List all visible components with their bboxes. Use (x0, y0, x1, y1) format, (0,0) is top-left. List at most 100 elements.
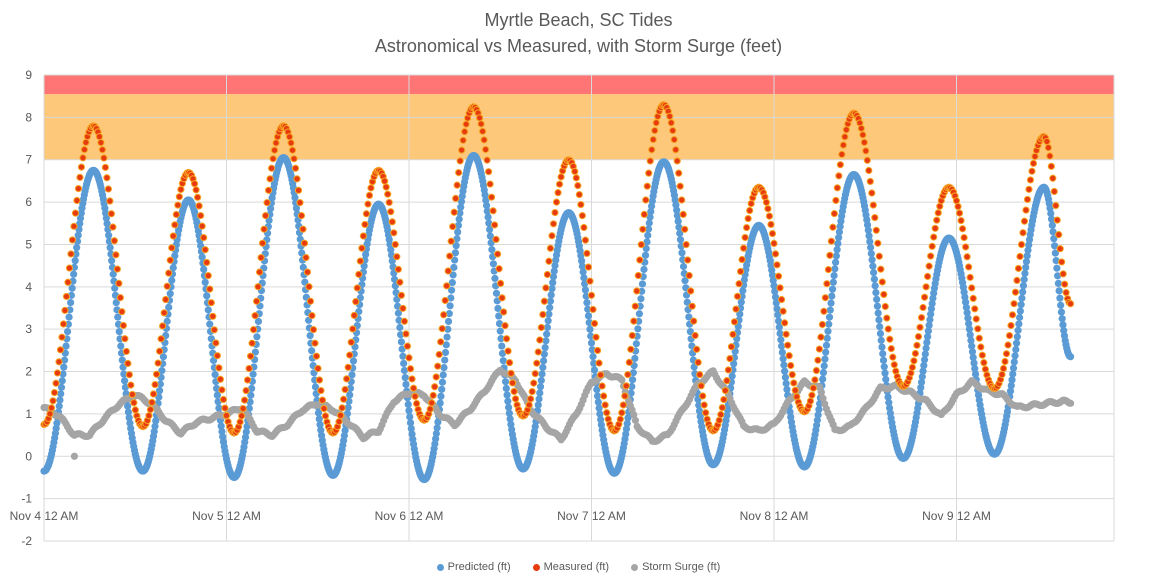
measured-point (782, 330, 790, 338)
measured-point (694, 358, 702, 366)
measured-point (112, 251, 120, 259)
measured-point (1007, 321, 1015, 330)
measured-point (444, 267, 452, 275)
predicted-point (207, 335, 215, 343)
measured-point (571, 167, 579, 176)
predicted-point (590, 366, 599, 374)
predicted-point (822, 341, 831, 349)
predicted-point (121, 383, 129, 391)
predicted-point (593, 386, 601, 394)
measured-point (968, 284, 976, 292)
predicted-point (866, 243, 875, 252)
predicted-point (813, 416, 821, 424)
predicted-point (820, 362, 828, 370)
measured-point (601, 401, 609, 409)
measured-point (215, 364, 223, 372)
measured-point (859, 131, 867, 139)
predicted-point (1046, 204, 1054, 212)
predicted-point (595, 404, 603, 412)
measured-point (110, 237, 118, 245)
predicted-point (1007, 381, 1015, 390)
measured-point (207, 299, 215, 307)
measured-point (721, 386, 729, 395)
predicted-point (400, 359, 408, 368)
predicted-point (241, 433, 250, 441)
predicted-point (301, 278, 309, 286)
predicted-point (482, 196, 490, 204)
predicted-point (777, 336, 785, 344)
measured-point (494, 250, 502, 258)
predicted-point (1047, 209, 1055, 218)
measured-point (1026, 176, 1035, 184)
measured-point (927, 252, 935, 260)
measured-point (958, 225, 967, 233)
measured-point (390, 229, 398, 237)
measured-point (443, 282, 451, 290)
predicted-point (497, 335, 505, 343)
measured-point (881, 302, 889, 311)
measured-point (955, 209, 964, 217)
measured-point (624, 370, 632, 379)
predicted-point (925, 321, 933, 329)
measured-point (82, 138, 90, 147)
predicted-point (1023, 252, 1031, 260)
y-tick-label: -1 (21, 492, 32, 506)
measured-point (540, 297, 548, 305)
measured-point (303, 268, 312, 276)
measured-point (618, 409, 626, 417)
measured-point (255, 268, 264, 276)
predicted-point (489, 260, 498, 268)
measured-point (409, 384, 418, 392)
predicted-point (1016, 313, 1024, 322)
predicted-point (1019, 282, 1028, 290)
predicted-point (578, 262, 586, 270)
legend: Predicted (ft) Measured (ft) Storm Surge… (0, 561, 1157, 573)
measured-point (587, 291, 596, 299)
measured-point (450, 208, 458, 216)
measured-point (675, 169, 683, 177)
predicted-point (218, 427, 226, 436)
measured-point (928, 242, 936, 250)
measured-point (440, 311, 448, 319)
predicted-point (434, 418, 442, 426)
predicted-point (60, 363, 68, 371)
measured-point (336, 411, 345, 419)
measured-point (293, 175, 301, 183)
measured-point (154, 359, 162, 367)
predicted-point (872, 288, 880, 297)
measured-point (715, 416, 723, 424)
measured-point (203, 258, 211, 267)
predicted-point (486, 232, 494, 240)
predicted-point (120, 370, 128, 378)
measured-point (729, 330, 737, 338)
measured-point (887, 345, 895, 353)
predicted-point (454, 228, 462, 236)
measured-point (118, 308, 126, 316)
predicted-point (879, 350, 887, 358)
measured-point (306, 297, 315, 305)
predicted-point (822, 348, 830, 356)
predicted-point (445, 310, 453, 318)
measured-point (528, 387, 536, 396)
predicted-point (105, 231, 113, 239)
predicted-point (484, 213, 492, 221)
measured-point (916, 323, 924, 331)
measured-point (773, 261, 781, 269)
measured-point (779, 307, 787, 315)
predicted-point (1011, 352, 1019, 360)
measured-point (908, 363, 916, 371)
measured-point (290, 155, 298, 163)
predicted-point (640, 265, 648, 274)
measured-point (880, 290, 888, 299)
predicted-point (873, 295, 881, 303)
predicted-point (406, 413, 414, 421)
predicted-point (453, 235, 461, 243)
predicted-point (874, 309, 882, 317)
predicted-point (486, 225, 494, 234)
predicted-point (823, 334, 831, 342)
predicted-point (106, 244, 114, 252)
predicted-point (864, 226, 872, 234)
predicted-point (399, 352, 407, 360)
measured-point (356, 257, 364, 265)
measured-point (1014, 264, 1023, 273)
